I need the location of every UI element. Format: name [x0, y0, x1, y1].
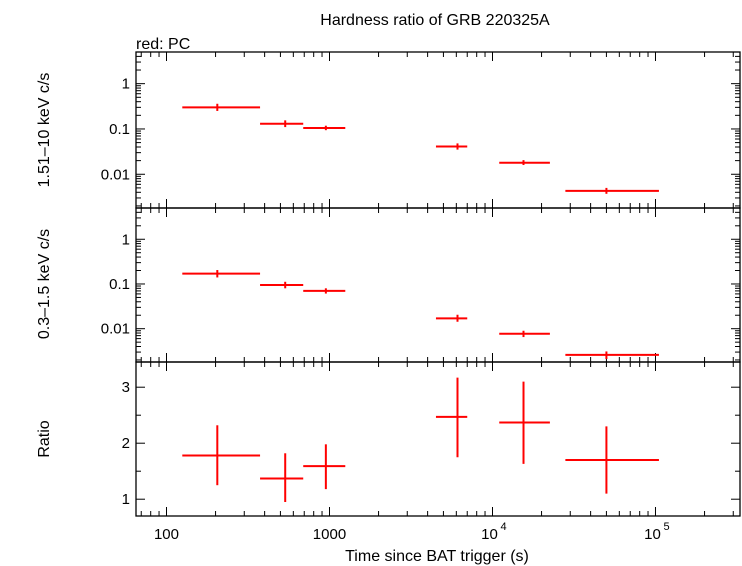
- y-tick-label: 1: [122, 491, 130, 508]
- x-tick-label: 1000: [313, 526, 346, 543]
- x-tick-label-exponent: 4: [500, 521, 506, 533]
- y-tick-label: 1: [122, 76, 130, 93]
- data-point: [303, 125, 346, 131]
- data-point: [303, 444, 346, 490]
- data-point: [435, 377, 468, 458]
- chart-title: Hardness ratio of GRB 220325A: [320, 12, 550, 29]
- y-axis-label-top: 1.51–10 keV c/s: [36, 73, 53, 188]
- data-point: [303, 288, 346, 294]
- data-point: [260, 453, 304, 502]
- data-point: [565, 351, 659, 360]
- data-point: [565, 426, 659, 494]
- y-axis-label-ratio: Ratio: [36, 420, 53, 457]
- panel-frame: [135, 51, 741, 209]
- data-point: [499, 160, 550, 166]
- data-point: [260, 281, 304, 289]
- data-point: [182, 425, 261, 486]
- data-point: [182, 270, 261, 278]
- y-axis-label-middle: 0.3–1.5 keV c/s: [36, 229, 53, 339]
- y-tick-label: 0.01: [101, 166, 130, 183]
- y-tick-label: 1: [122, 231, 130, 248]
- data-point: [435, 143, 468, 150]
- panel-1: 1 0.1 0.01: [101, 51, 741, 209]
- data-point: [565, 187, 659, 194]
- x-axis-label: Time since BAT trigger (s): [345, 548, 529, 565]
- data-point: [260, 120, 304, 128]
- x-tick-label: 100: [154, 526, 179, 543]
- data-point: [182, 103, 261, 111]
- y-tick-label: 0.1: [109, 276, 130, 293]
- chart-subtitle: red: PC: [136, 36, 190, 53]
- data-point: [499, 381, 550, 464]
- data-point: [499, 330, 550, 338]
- panel-2: 1 0.1 0.01: [101, 207, 741, 363]
- x-tick-label-exponent: 5: [663, 521, 669, 533]
- x-tick-label: 10: [481, 526, 498, 543]
- y-tick-label: 3: [122, 379, 130, 396]
- y-tick-label: 0.01: [101, 321, 130, 338]
- y-tick-label: 0.1: [109, 121, 130, 138]
- x-tick-label: 10: [644, 526, 661, 543]
- y-tick-label: 2: [122, 435, 130, 452]
- data-point: [435, 314, 468, 322]
- panel-frame: [135, 207, 741, 363]
- panel-frame: [135, 361, 741, 517]
